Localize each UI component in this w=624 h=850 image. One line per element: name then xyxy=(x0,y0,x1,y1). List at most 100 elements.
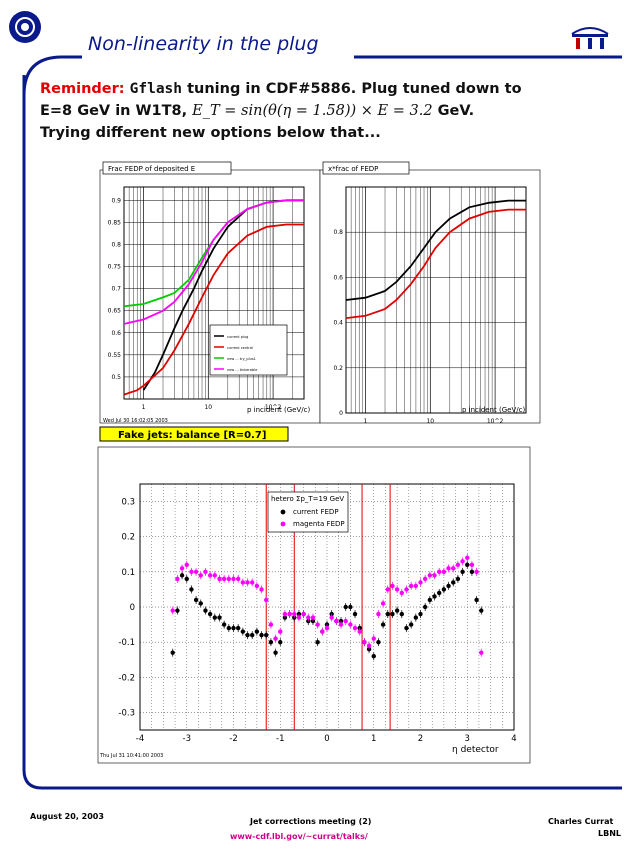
chart-frac-fedp-date: Wed Jul 30 16:02:05 2003 xyxy=(103,418,168,424)
data-point xyxy=(343,618,348,624)
data-point xyxy=(437,590,442,596)
cdf-logo-icon xyxy=(9,11,41,43)
data-point xyxy=(343,604,348,610)
y-tick-label: 0.5 xyxy=(111,374,121,381)
data-point xyxy=(245,632,250,638)
reminder-line2-post: GeV. xyxy=(432,103,475,119)
y-tick-label: -0.1 xyxy=(118,638,135,648)
data-point xyxy=(221,622,227,627)
data-point xyxy=(189,569,194,575)
chart-frac-fedp-legend-box xyxy=(209,324,288,376)
legend-label-try-plus1: new ... try_plus1 xyxy=(227,357,256,361)
y-tick-label: -0.2 xyxy=(118,673,135,683)
data-point xyxy=(292,611,297,617)
chart-frac-fedp-xlabel: p incident (GeV/c) xyxy=(247,406,310,414)
data-point xyxy=(273,636,278,641)
reminder-line1-rest: tuning in CDF#5886. Plug tuned down to xyxy=(182,81,522,97)
y-tick-label: 0.8 xyxy=(111,241,121,248)
data-point xyxy=(357,629,362,634)
data-point xyxy=(250,580,255,585)
data-point xyxy=(362,639,367,645)
data-point xyxy=(175,576,180,582)
data-point xyxy=(240,629,246,634)
data-point xyxy=(474,597,479,603)
data-point xyxy=(226,576,232,582)
x-tick-label: 10 xyxy=(204,404,212,411)
x-tick-label: 10^2 xyxy=(265,404,282,411)
y-tick-label: 0.6 xyxy=(333,274,343,281)
y-tick-label: 0.2 xyxy=(333,365,343,372)
data-point xyxy=(413,583,419,589)
chart-x-frac-fedp-title-box xyxy=(322,161,410,175)
data-point xyxy=(235,576,241,582)
chart-balance-legend: hetero Σp_T=19 GeV current FEDP magenta … xyxy=(267,491,349,533)
data-point xyxy=(207,573,213,578)
chart-balance-y-ticks: -0.3 -0.2 -0.1 0 0.1 0.2 0.3 xyxy=(118,498,135,719)
data-point xyxy=(264,632,269,638)
data-point xyxy=(469,562,475,568)
data-point xyxy=(404,587,409,592)
data-point xyxy=(422,576,428,582)
slide-title: Non-linearity in the plug xyxy=(88,33,319,55)
data-point xyxy=(479,608,484,613)
data-point xyxy=(432,594,437,599)
footer-url[interactable]: www-cdf.lbl.gov/~currat/talks/ xyxy=(230,832,368,841)
data-point xyxy=(226,625,232,631)
reminder-line-1: Reminder: Gflash tuning in CDF#5886. Plu… xyxy=(40,78,615,100)
legend-label-current-central: current central xyxy=(227,346,253,350)
data-point xyxy=(212,615,217,620)
data-point xyxy=(427,573,433,578)
x-tick-label: -1 xyxy=(276,734,284,744)
data-point xyxy=(282,611,288,617)
reminder-line-3: Trying different new options below that.… xyxy=(40,125,381,141)
data-point xyxy=(235,625,241,631)
data-point xyxy=(441,569,447,575)
series-line xyxy=(124,223,304,396)
reminder-label: Reminder: xyxy=(40,81,125,97)
data-point xyxy=(207,611,213,617)
chart-frac-fedp-y-ticks: 0.5 0.55 0.6 0.65 0.7 0.75 0.8 0.85 0.9 xyxy=(108,197,122,381)
chart-balance-date: Thu Jul 31 10:41:00 2003 xyxy=(99,753,163,759)
data-point xyxy=(231,576,236,582)
data-point xyxy=(404,625,409,631)
data-point xyxy=(212,573,217,578)
data-point xyxy=(460,569,465,575)
chart-x-frac-fedp-y-ticks: 0 0.2 0.4 0.6 0.8 xyxy=(333,229,343,417)
x-tick-label: 10^2 xyxy=(487,418,504,425)
data-point xyxy=(324,625,330,631)
data-point xyxy=(366,643,372,648)
legend-label-tinkerable: new ... tinkerable xyxy=(227,368,257,372)
data-point xyxy=(193,569,199,575)
data-point xyxy=(348,604,353,610)
balance-label-box xyxy=(99,426,289,442)
chart-x-frac-fedp-title: x*frac of FEDP xyxy=(328,165,378,173)
data-point xyxy=(268,622,274,627)
footer-institution: LBNL xyxy=(598,829,621,838)
data-point xyxy=(273,650,278,655)
data-point xyxy=(264,597,269,603)
y-tick-label: 0.6 xyxy=(111,330,121,337)
data-point xyxy=(451,566,456,571)
data-point xyxy=(385,611,390,617)
reminder-text: Reminder: Gflash tuning in CDF#5886. Plu… xyxy=(40,78,615,144)
x-tick-label: 1 xyxy=(371,734,376,744)
data-point xyxy=(432,573,437,578)
chart-balance-xlabel: η detector xyxy=(452,745,499,755)
chart-x-frac-fedp-x-ticks: 1 10 10^2 xyxy=(364,418,504,425)
data-point xyxy=(287,611,292,617)
x-tick-label: 2 xyxy=(418,734,423,744)
chart-frac-fedp-x-ticks: 1 10 10^2 xyxy=(142,404,282,411)
data-point xyxy=(446,583,451,589)
reminder-line-2: E=8 GeV in W1T8, E_T = sin(θ(η = 1.58)) … xyxy=(40,100,615,122)
data-point xyxy=(184,562,189,568)
data-point xyxy=(418,580,423,585)
data-point xyxy=(418,611,423,617)
data-point xyxy=(170,650,175,655)
data-point xyxy=(278,639,283,645)
series-line xyxy=(124,199,304,325)
chart-x-frac-fedp-series xyxy=(346,199,526,319)
x-tick-label: -3 xyxy=(183,734,191,744)
data-point xyxy=(338,622,344,627)
data-point xyxy=(296,615,302,620)
data-point xyxy=(408,622,414,627)
